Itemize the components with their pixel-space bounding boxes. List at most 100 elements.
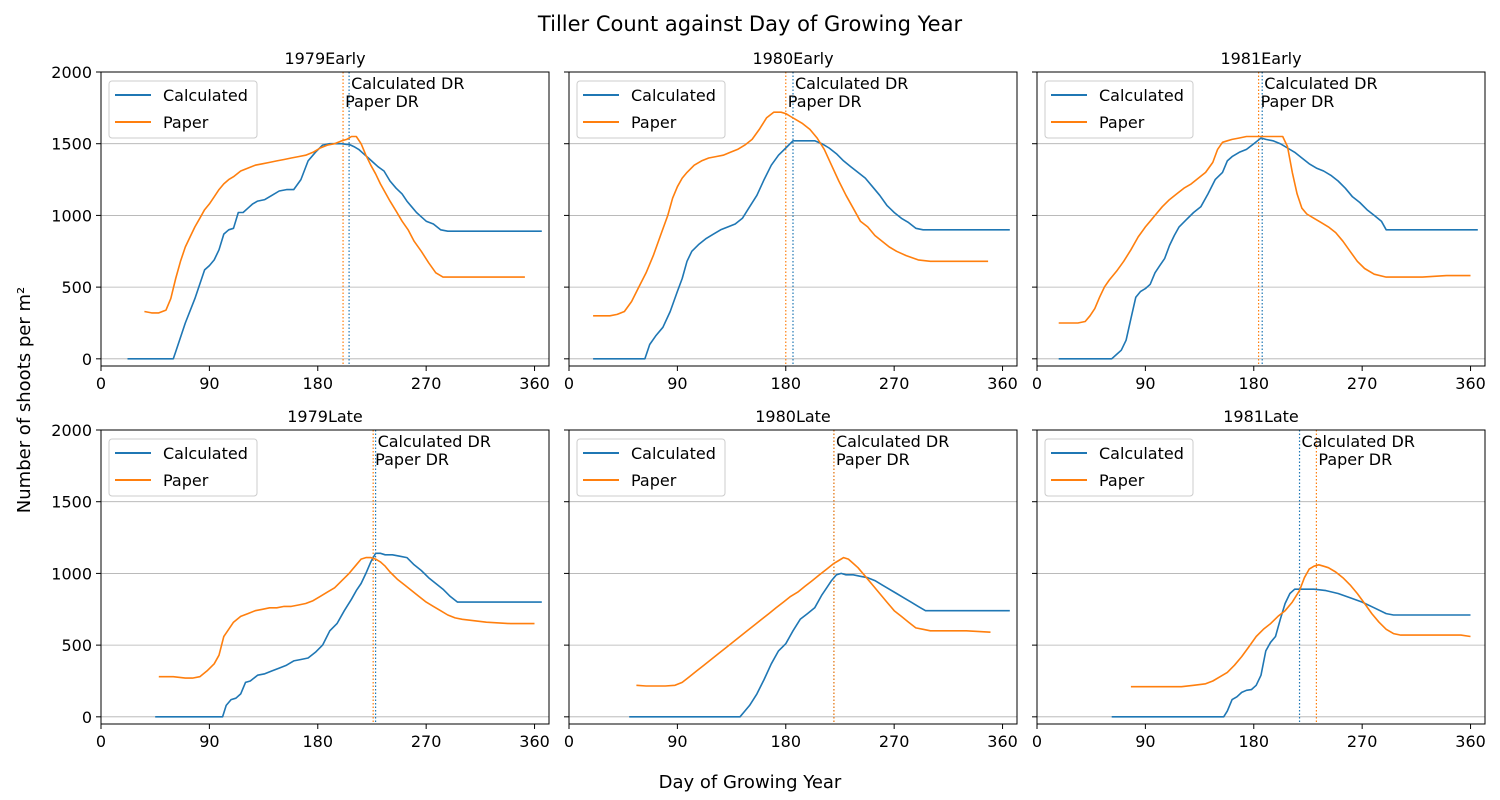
- series-line-paper: [593, 111, 989, 317]
- dr-annotation: Paper DR: [375, 450, 449, 469]
- x-tick-label: 180: [771, 374, 802, 393]
- legend-label: Paper: [631, 113, 677, 132]
- x-tick-label: 180: [303, 374, 334, 393]
- x-tick-label: 360: [519, 732, 550, 751]
- dr-annotation: Calculated DR: [1264, 74, 1377, 93]
- series-line-calculated: [1111, 588, 1471, 718]
- x-tick-label: 270: [879, 374, 910, 393]
- legend: Calculated Paper: [108, 438, 258, 497]
- x-tick-label: 360: [519, 374, 550, 393]
- plot-frame: [568, 71, 1018, 367]
- x-tick-label: 0: [96, 374, 106, 393]
- legend: Calculated Paper: [1044, 80, 1194, 139]
- subplot-title: 1981Early: [1220, 49, 1301, 68]
- x-tick-label: 180: [771, 732, 802, 751]
- dr-annotation: Paper DR: [836, 450, 910, 469]
- series-line-calculated: [593, 140, 1010, 360]
- x-tick-label: 90: [199, 732, 219, 751]
- y-tick-label: 1500: [51, 135, 92, 154]
- x-tick-label: 270: [411, 732, 442, 751]
- subplot-1980Early: 0 90 180 270 360 1980Early Calculated DRPaper …: [564, 49, 1018, 393]
- x-tick-label: 0: [1032, 732, 1042, 751]
- y-tick-label: 500: [61, 636, 92, 655]
- y-tick-label: 2000: [51, 63, 92, 82]
- x-tick-label: 0: [564, 374, 574, 393]
- dr-annotation: Calculated DR: [836, 432, 949, 451]
- x-tick-label: 90: [667, 374, 687, 393]
- y-tick-label: 1500: [51, 493, 92, 512]
- x-tick-label: 0: [1032, 374, 1042, 393]
- x-tick-label: 180: [1239, 732, 1270, 751]
- legend-label: Calculated: [1099, 444, 1184, 463]
- series-line-calculated: [1058, 137, 1478, 360]
- subplot-1981Early: 0 90 180 270 360 1981Early Calculated DRPaper …: [1032, 49, 1486, 393]
- legend-label: Paper: [163, 113, 209, 132]
- subplot-title: 1979Early: [284, 49, 365, 68]
- subplot-1979Early: 0 90 180 270 360 0 500 1000 1500 2000 1979Early Cal…: [51, 49, 550, 393]
- dr-annotation: Calculated DR: [795, 74, 908, 93]
- x-tick-label: 90: [667, 732, 687, 751]
- x-tick-label: 270: [1347, 374, 1378, 393]
- x-tick-label: 180: [1239, 374, 1270, 393]
- x-tick-label: 360: [1455, 374, 1486, 393]
- series-line-paper: [1130, 563, 1471, 688]
- series-line-calculated: [155, 552, 542, 718]
- dr-annotation: Calculated DR: [378, 432, 491, 451]
- x-tick-label: 360: [1455, 732, 1486, 751]
- plot-frame: [100, 429, 550, 725]
- legend-label: Calculated: [631, 86, 716, 105]
- dr-annotation: Paper DR: [1318, 450, 1392, 469]
- legend-label: Calculated: [163, 444, 248, 463]
- subplot-title: 1979Late: [287, 407, 363, 426]
- plot-frame: [1036, 429, 1486, 725]
- figure-title: Tiller Count against Day of Growing Year: [537, 12, 963, 36]
- series-line-paper: [158, 556, 535, 679]
- x-tick-label: 90: [1135, 374, 1155, 393]
- plot-frame: [100, 71, 550, 367]
- x-tick-label: 180: [303, 732, 334, 751]
- series-line-paper: [144, 135, 525, 314]
- dr-annotation: Paper DR: [788, 92, 862, 111]
- plot-frame: [1036, 71, 1486, 367]
- subplot-title: 1980Late: [755, 407, 831, 426]
- series-line-paper: [636, 556, 991, 687]
- y-tick-label: 2000: [51, 421, 92, 440]
- y-tick-label: 1000: [51, 564, 92, 583]
- y-tick-label: 1000: [51, 206, 92, 225]
- x-tick-label: 270: [411, 374, 442, 393]
- x-tick-label: 90: [199, 374, 219, 393]
- legend-label: Paper: [163, 471, 209, 490]
- legend: Calculated Paper: [576, 438, 726, 497]
- legend: Calculated Paper: [1044, 438, 1194, 497]
- series-line-calculated: [127, 142, 542, 360]
- y-tick-label: 500: [61, 278, 92, 297]
- dr-annotation: Calculated DR: [1302, 432, 1415, 451]
- x-axis-label: Day of Growing Year: [659, 772, 842, 793]
- subplot-title: 1980Early: [752, 49, 833, 68]
- legend-label: Paper: [1099, 471, 1145, 490]
- legend-label: Calculated: [631, 444, 716, 463]
- legend: Calculated Paper: [108, 80, 258, 139]
- y-axis-label: Number of shoots per m²: [14, 287, 35, 513]
- legend-label: Paper: [1099, 113, 1145, 132]
- plot-frame: [568, 429, 1018, 725]
- x-tick-label: 270: [1347, 732, 1378, 751]
- subplot-1979Late: 0 90 180 270 360 0 500 1000 1500 2000 1979Late Calc…: [51, 407, 550, 751]
- y-tick-label: 0: [82, 350, 92, 369]
- legend-label: Calculated: [1099, 86, 1184, 105]
- x-tick-label: 0: [96, 732, 106, 751]
- x-tick-label: 270: [879, 732, 910, 751]
- dr-annotation: Paper DR: [1261, 92, 1335, 111]
- x-tick-label: 360: [987, 374, 1018, 393]
- x-tick-label: 360: [987, 732, 1018, 751]
- subplots: 0 90 180 270 360 0 500 1000 1500 2000 1979Early Cal…: [51, 49, 1486, 751]
- dr-annotation: Calculated DR: [351, 74, 464, 93]
- legend: Calculated Paper: [576, 80, 726, 139]
- dr-annotation: Paper DR: [345, 92, 419, 111]
- subplot-title: 1981Late: [1223, 407, 1299, 426]
- y-tick-label: 0: [82, 708, 92, 727]
- x-tick-label: 90: [1135, 732, 1155, 751]
